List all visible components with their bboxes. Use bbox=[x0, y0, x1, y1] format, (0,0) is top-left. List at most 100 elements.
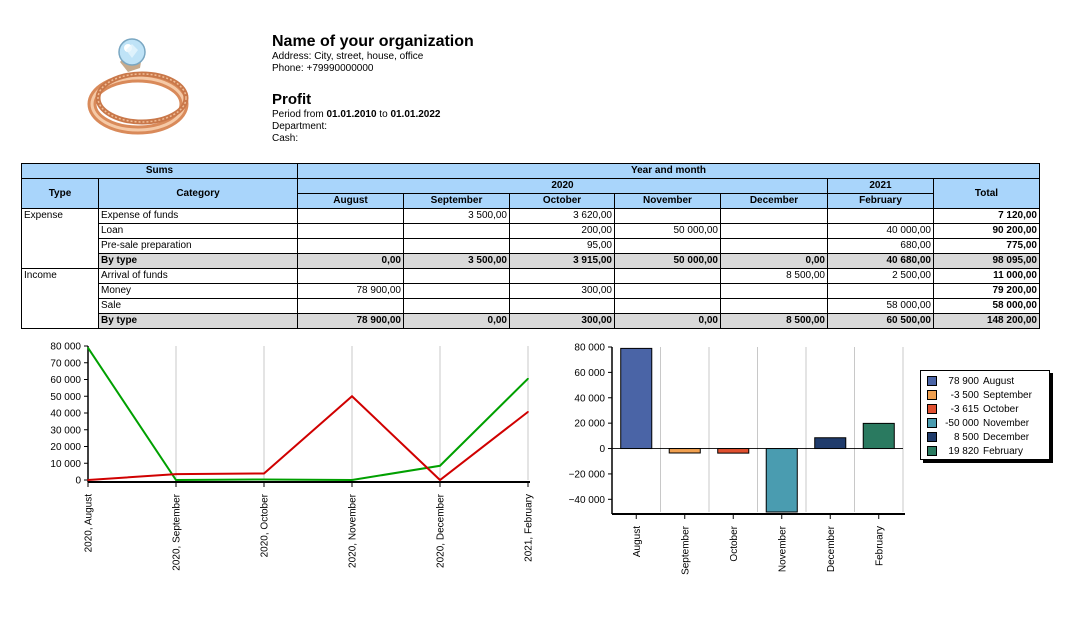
y-tick-label: 60 000 bbox=[50, 375, 81, 386]
legend-value: -3 615 bbox=[950, 403, 979, 415]
legend-item: -50 000 November bbox=[921, 416, 1049, 430]
organization-phone: Phone: +79990000000 bbox=[272, 63, 374, 74]
value-cell bbox=[403, 223, 510, 239]
value-cell bbox=[720, 223, 828, 239]
value-cell: 200,00 bbox=[509, 223, 615, 239]
category-cell: Sale bbox=[98, 298, 298, 314]
value-cell bbox=[720, 283, 828, 299]
value-cell: 40 680,00 bbox=[827, 253, 934, 269]
value-cell bbox=[827, 283, 934, 299]
header-month: February bbox=[827, 193, 934, 209]
legend-item: 19 820 February bbox=[921, 444, 1049, 458]
bar-chart: −40 000 −20 000 0 20 000 40 000 60 000 80 000 A… bbox=[569, 343, 905, 575]
value-cell: 2 500,00 bbox=[827, 268, 934, 284]
y-tick-label: 40 000 bbox=[574, 393, 605, 404]
y-tick-label: 0 bbox=[75, 476, 81, 487]
value-cell: 8 500,00 bbox=[720, 313, 828, 329]
total-cell: 58 000,00 bbox=[933, 298, 1040, 314]
legend-swatch bbox=[927, 390, 937, 400]
value-cell bbox=[614, 298, 721, 314]
legend-item: -3 615 October bbox=[921, 402, 1049, 416]
value-cell bbox=[720, 208, 828, 224]
header-sums: Sums bbox=[21, 163, 298, 179]
value-cell bbox=[720, 298, 828, 314]
value-cell: 300,00 bbox=[509, 313, 615, 329]
value-cell: 3 620,00 bbox=[509, 208, 615, 224]
x-tick-label: 2020, November bbox=[348, 493, 359, 568]
report-period: Period from 01.01.2010 to 01.01.2022 bbox=[272, 109, 474, 121]
legend-value: 8 500 bbox=[953, 431, 979, 443]
report-header: Name of your organization Address: City,… bbox=[272, 33, 474, 145]
legend-label: November bbox=[983, 417, 1030, 429]
legend-item: 8 500 December bbox=[921, 430, 1049, 444]
data-point bbox=[439, 479, 441, 481]
value-cell: 3 915,00 bbox=[509, 253, 615, 269]
header-year-month: Year and month bbox=[297, 163, 1040, 179]
series-line-1 bbox=[87, 347, 529, 482]
data-point bbox=[351, 479, 353, 481]
header-month: November bbox=[614, 193, 721, 209]
value-cell: 95,00 bbox=[509, 238, 615, 254]
table-row: Income Arrival of funds 8 500,00 2 500,0… bbox=[21, 268, 1040, 329]
x-tick-label: August bbox=[632, 526, 643, 557]
x-tick-label: October bbox=[729, 525, 740, 561]
total-cell: 7 120,00 bbox=[933, 208, 1040, 224]
value-cell bbox=[297, 223, 404, 239]
data-point bbox=[87, 347, 89, 349]
value-cell bbox=[297, 238, 404, 254]
value-cell bbox=[297, 268, 404, 284]
data-point bbox=[263, 472, 265, 475]
data-point bbox=[527, 377, 529, 380]
bar-september bbox=[668, 448, 701, 454]
table-row: Expense Expense of funds 3 500,00 3 620,… bbox=[21, 208, 1040, 269]
legend-swatch bbox=[927, 404, 937, 414]
y-tick-label: 0 bbox=[599, 444, 605, 455]
header-total: Total bbox=[933, 178, 1040, 209]
category-cell: Arrival of funds bbox=[98, 268, 298, 284]
total-cell: 775,00 bbox=[933, 238, 1040, 254]
x-tick-label: September bbox=[680, 525, 691, 575]
value-cell bbox=[614, 283, 721, 299]
category-cell: Pre-sale preparation bbox=[98, 238, 298, 254]
table-row: Money 78 900,00 300,00 79 200,00 bbox=[22, 283, 1040, 299]
data-point bbox=[175, 479, 177, 481]
organization-name: Name of your organization bbox=[272, 33, 474, 50]
legend-value: -3 500 bbox=[950, 389, 979, 401]
y-tick-label: 40 000 bbox=[50, 409, 81, 420]
series-line-2 bbox=[87, 394, 529, 482]
table-row: Sale 58 000,00 58 000,00 bbox=[22, 298, 1040, 314]
value-cell bbox=[614, 208, 721, 224]
legend-item: -3 500 September bbox=[921, 388, 1049, 402]
y-tick-label: 60 000 bbox=[574, 368, 605, 379]
legend-label: December bbox=[983, 431, 1030, 443]
value-cell: 680,00 bbox=[827, 238, 934, 254]
data-point bbox=[175, 473, 177, 475]
value-cell: 8 500,00 bbox=[720, 268, 828, 284]
category-cell: Expense of funds bbox=[98, 208, 298, 224]
value-cell bbox=[403, 238, 510, 254]
value-cell: 0,00 bbox=[297, 253, 404, 269]
total-cell: 79 200,00 bbox=[933, 283, 1040, 299]
bar-february bbox=[862, 422, 895, 450]
report-cash: Cash: bbox=[272, 133, 299, 144]
legend-item: 78 900 August bbox=[921, 374, 1049, 388]
bar-october bbox=[717, 448, 750, 454]
header-year-2020: 2020 bbox=[297, 178, 828, 194]
y-tick-label: 30 000 bbox=[50, 425, 81, 436]
period-prefix: Period from bbox=[272, 109, 327, 120]
value-cell: 0,00 bbox=[720, 253, 828, 269]
ring-logo-image bbox=[87, 38, 189, 135]
x-tick-label: 2020, December bbox=[436, 493, 447, 568]
value-cell bbox=[720, 238, 828, 254]
value-cell bbox=[403, 268, 510, 284]
table-row: Loan 200,00 50 000,00 40 000,00 90 200,0… bbox=[22, 223, 1040, 239]
report-title: Profit bbox=[272, 91, 312, 108]
data-point bbox=[263, 478, 265, 481]
value-cell: 0,00 bbox=[614, 313, 721, 329]
legend-swatch bbox=[927, 432, 937, 442]
value-cell bbox=[297, 208, 404, 224]
value-cell: 58 000,00 bbox=[827, 298, 934, 314]
table-row-subtotal: By type 78 900,00 0,00 300,00 0,00 8 500… bbox=[22, 313, 1040, 329]
total-cell: 98 095,00 bbox=[933, 253, 1040, 269]
bar-chart-legend: 78 900 August -3 500 September -3 615 Octob… bbox=[920, 370, 1050, 460]
